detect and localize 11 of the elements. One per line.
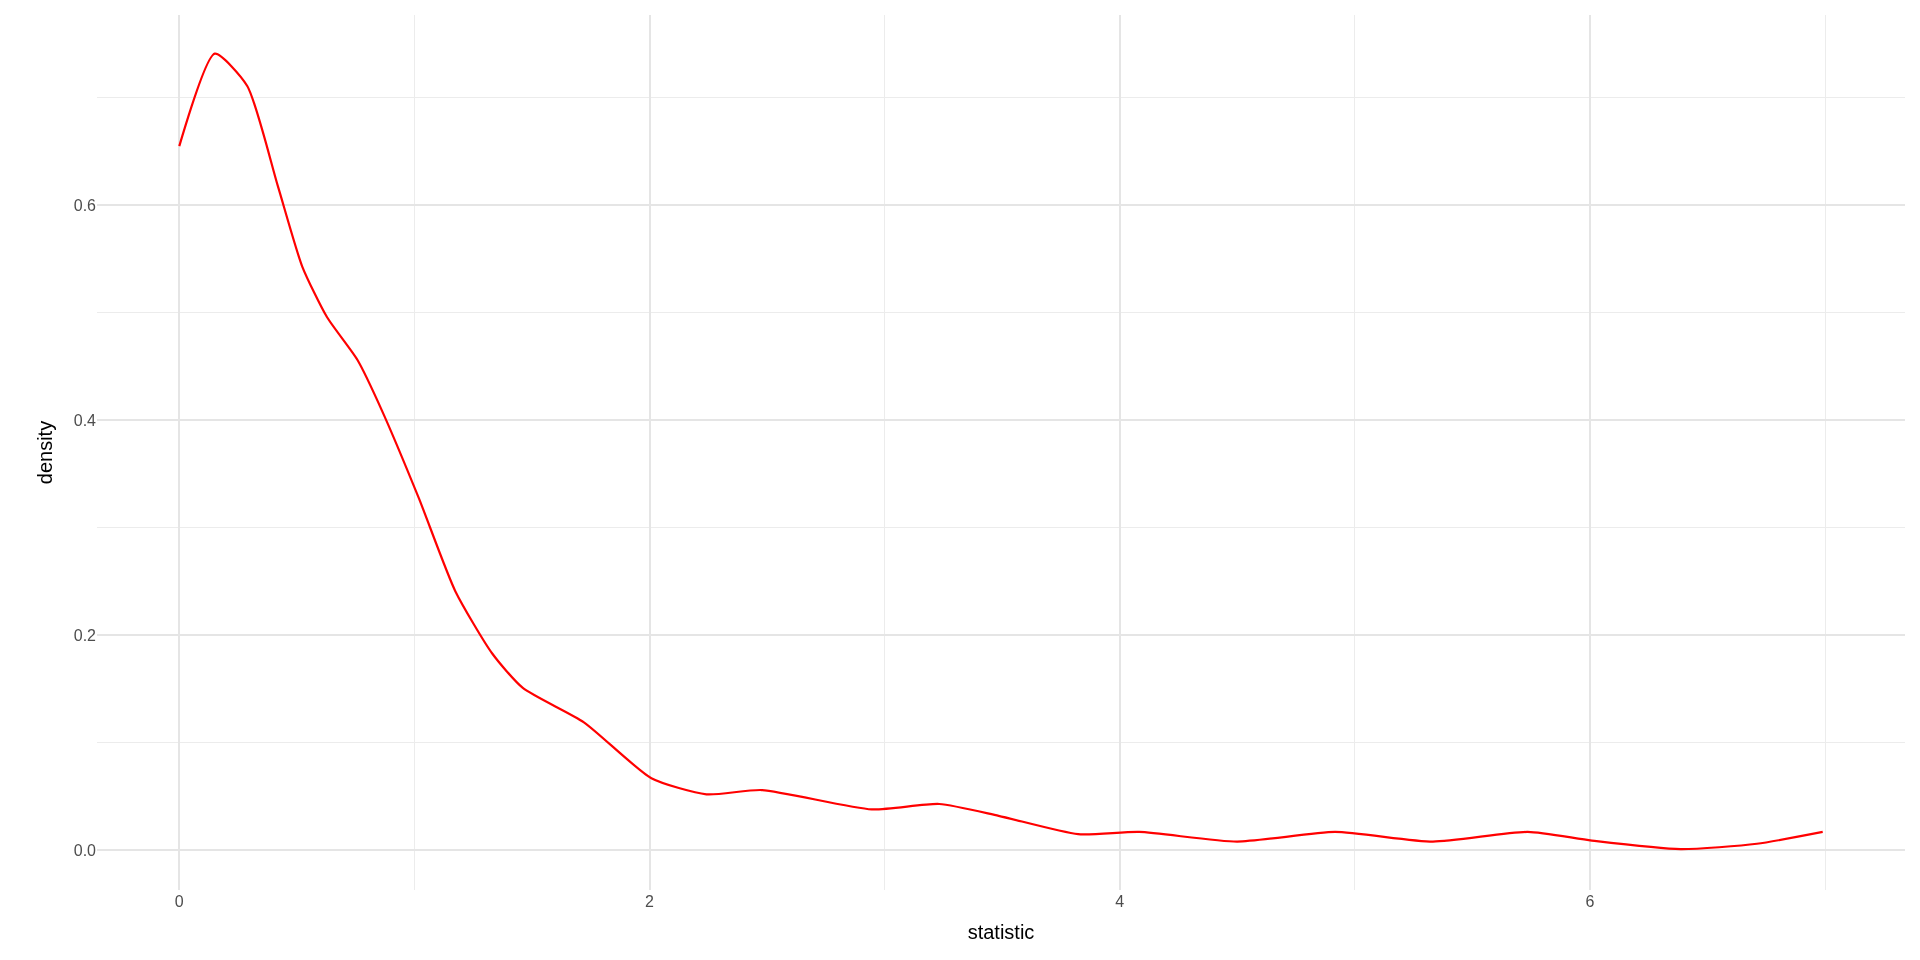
y-tick-label: 0.0 bbox=[73, 841, 97, 859]
x-tick-label: 6 bbox=[1585, 893, 1595, 910]
x-tick-label: 4 bbox=[1115, 893, 1125, 910]
y-tick-label: 0.2 bbox=[73, 626, 97, 644]
y-tick-label: 0.6 bbox=[73, 196, 97, 214]
y-tick-label: 0.4 bbox=[73, 411, 97, 429]
x-tick-label: 2 bbox=[645, 893, 655, 910]
y-axis-title: density bbox=[34, 420, 57, 485]
x-tick-label: 0 bbox=[174, 893, 184, 910]
x-axis-title: statistic bbox=[967, 920, 1035, 943]
line-series bbox=[178, 52, 1824, 851]
